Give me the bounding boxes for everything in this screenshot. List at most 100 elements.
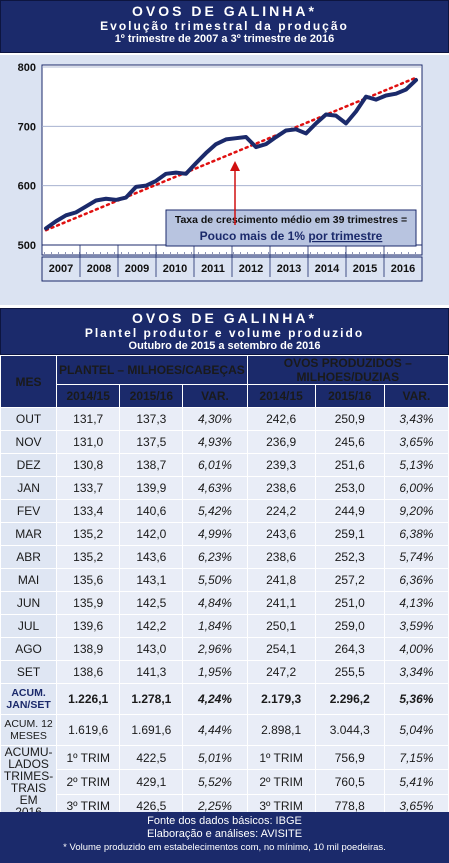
data-point <box>365 95 367 98</box>
data-point <box>275 136 277 138</box>
mes-header: MES <box>1 356 57 407</box>
cell: 6,38% <box>384 523 448 545</box>
x-year-label: 2011 <box>201 263 225 275</box>
data-point <box>305 132 307 135</box>
data-point <box>395 92 397 95</box>
cell: 6,00% <box>384 477 448 499</box>
cell: 5,13% <box>384 454 448 476</box>
cell: 259,0 <box>315 615 384 637</box>
ovos-header: OVOS PRODUZIDOS – MILHOES/DUZIAS <box>247 356 448 384</box>
table-area: OVOS DE GALINHA* Plantel produtor e volu… <box>0 308 449 819</box>
cell: 4,44% <box>183 715 247 745</box>
cell: 239,3 <box>247 454 315 476</box>
month-label: ABR <box>1 546 57 568</box>
cell: 138,6 <box>57 661 120 683</box>
year-axis-box <box>41 256 423 282</box>
subheader: 2014/15 <box>57 385 120 407</box>
acum-12-row: ACUM. 12 MESES 1.619,6 1.691,6 4,44% 2.89… <box>1 715 448 745</box>
cell: 133,7 <box>57 477 120 499</box>
data-point <box>315 122 317 125</box>
cell: 2º TRIM <box>247 770 315 794</box>
cell: 251,0 <box>315 592 384 614</box>
cell: 251,6 <box>315 454 384 476</box>
y-tick-label: 800 <box>18 62 36 74</box>
table-row: NOV 131,0 137,5 4,93% 236,9 245,6 3,65% <box>1 431 448 453</box>
month-label: FEV <box>1 500 57 522</box>
annotation-line-1: Taxa de crescimento médio em 39 trimestr… <box>175 214 407 226</box>
cell: 1.226,1 <box>57 684 120 714</box>
data-point <box>385 94 387 97</box>
x-year-label: 2014 <box>315 263 340 275</box>
table-row: MAR 135,2 142,0 4,99% 243,6 259,1 6,38% <box>1 523 448 545</box>
cell: 3,59% <box>384 615 448 637</box>
cell: 253,0 <box>315 477 384 499</box>
data-point <box>125 196 127 199</box>
cell: 138,9 <box>57 638 120 660</box>
annotation-line-2: Pouco mais de 1% por trimestre <box>200 229 383 243</box>
cell: 6,01% <box>183 454 247 476</box>
data-point <box>375 98 377 101</box>
x-year-label: 2010 <box>163 263 187 275</box>
cell: 241,8 <box>247 569 315 591</box>
trend-line <box>44 76 418 232</box>
cell: 264,3 <box>315 638 384 660</box>
y-tick-label: 600 <box>18 181 36 193</box>
cell: 236,9 <box>247 431 315 453</box>
data-point <box>265 143 267 145</box>
cell: 241,1 <box>247 592 315 614</box>
production-table: MES PLANTEL – MILHOES/CABEÇAS OVOS PRODU… <box>0 355 449 819</box>
annotation: Taxa de crescimento médio em 39 trimestr… <box>165 209 417 247</box>
acum-12-label: ACUM. 12 MESES <box>1 715 57 745</box>
cell: 5,74% <box>384 546 448 568</box>
cell: 5,41% <box>384 770 448 794</box>
cell: 1º TRIM <box>247 746 315 770</box>
cell: 139,6 <box>57 615 120 637</box>
table-row: FEV 133,4 140,6 5,42% 224,2 244,9 9,20% <box>1 500 448 522</box>
cell: 245,6 <box>315 431 384 453</box>
x-year-label: 2007 <box>49 263 73 275</box>
y-tick-label: 700 <box>18 121 36 133</box>
data-point <box>295 128 297 131</box>
month-label: NOV <box>1 431 57 453</box>
data-point <box>285 129 287 132</box>
cell: 7,15% <box>384 746 448 770</box>
data-point <box>325 113 327 116</box>
cell: 131,7 <box>57 408 120 430</box>
data-point <box>45 227 47 230</box>
cell: 243,6 <box>247 523 315 545</box>
cell: 142,5 <box>120 592 183 614</box>
cell: 4,24% <box>183 684 247 714</box>
table-row: JAN 133,7 139,9 4,63% 238,6 253,0 6,00% <box>1 477 448 499</box>
cell: 138,7 <box>120 454 183 476</box>
data-point <box>245 136 247 138</box>
month-label: MAR <box>1 523 57 545</box>
cell: 143,0 <box>120 638 183 660</box>
x-year-label: 2013 <box>277 263 301 275</box>
x-year-label: 2012 <box>239 263 263 275</box>
data-point <box>335 114 337 117</box>
cell: 252,3 <box>315 546 384 568</box>
cell: 3,34% <box>384 661 448 683</box>
cell: 5,50% <box>183 569 247 591</box>
data-point <box>115 199 117 201</box>
cell: 140,6 <box>120 500 183 522</box>
table-header: OVOS DE GALINHA* Plantel produtor e volu… <box>0 308 449 355</box>
cell: 6,36% <box>384 569 448 591</box>
month-label: JUN <box>1 592 57 614</box>
data-point <box>95 199 97 202</box>
cell: 1.619,6 <box>57 715 120 745</box>
cell: 137,3 <box>120 408 183 430</box>
cell: 238,6 <box>247 546 315 568</box>
cell: 135,2 <box>57 523 120 545</box>
cell: 130,8 <box>57 454 120 476</box>
cell: 224,2 <box>247 500 315 522</box>
footer: Fonte dos dados básicos: IBGE Elaboração… <box>0 812 449 863</box>
cell: 4,30% <box>183 408 247 430</box>
cell: 4,13% <box>384 592 448 614</box>
cell: 5,01% <box>183 746 247 770</box>
subheader: 2015/16 <box>120 385 183 407</box>
table-row: AGO 138,9 143,0 2,96% 254,1 264,3 4,00% <box>1 638 448 660</box>
subheader: 2015/16 <box>315 385 384 407</box>
cell: 5,36% <box>384 684 448 714</box>
